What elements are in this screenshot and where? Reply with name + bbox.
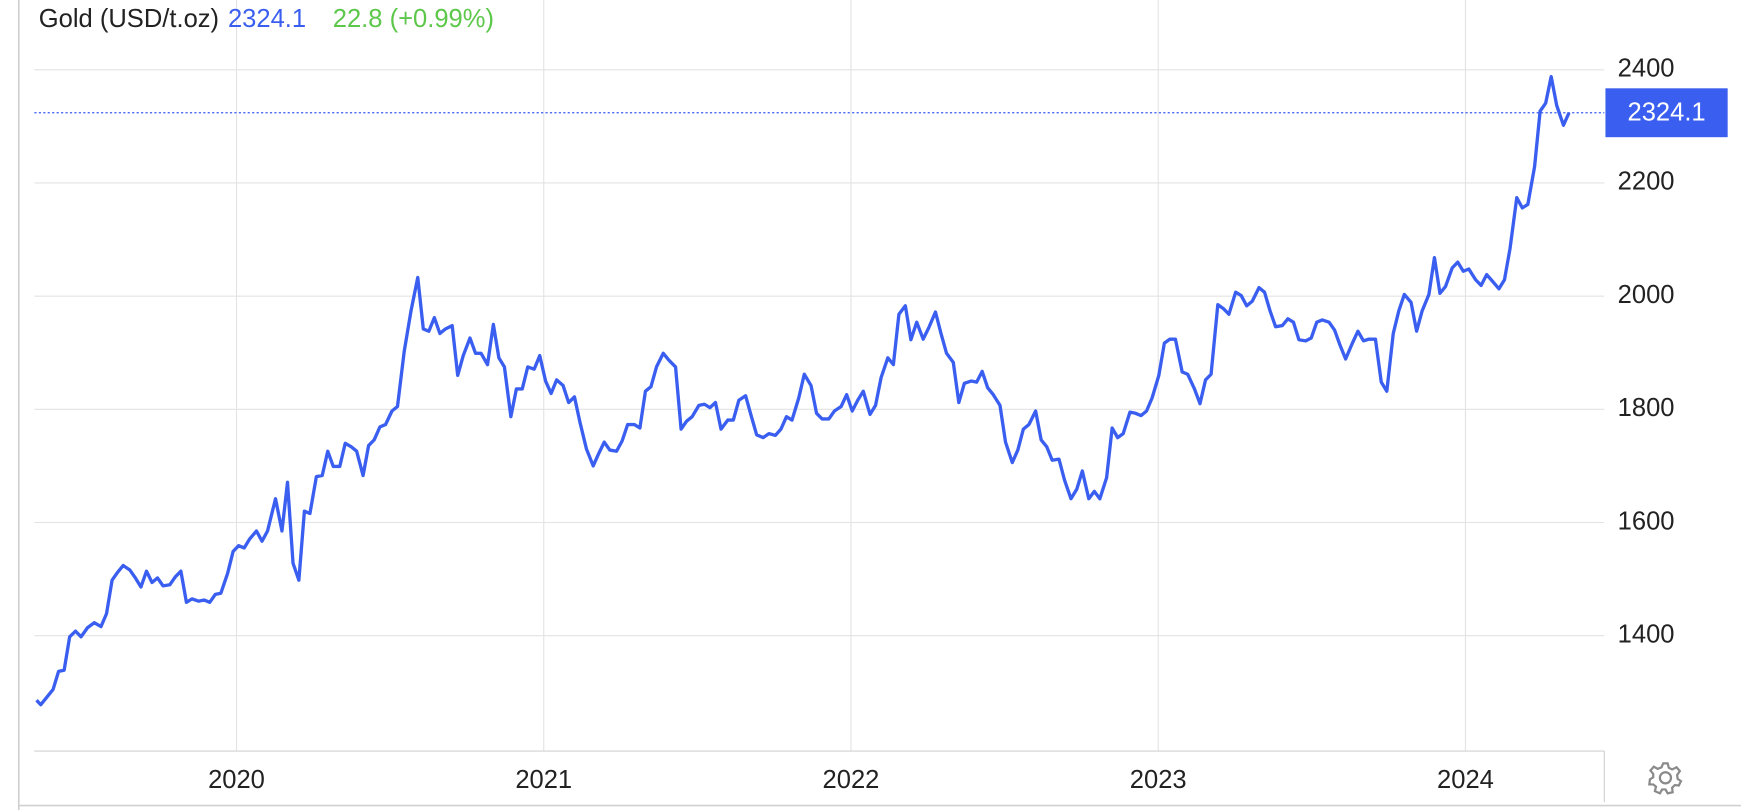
y-tick-label: 1400 — [1618, 620, 1675, 648]
header: Gold (USD/t.oz) 2324.1 22.8 (+0.99%) — [39, 5, 494, 33]
y-tick-label: 1600 — [1618, 507, 1675, 535]
x-tick-label: 2020 — [208, 766, 265, 794]
x-tick-label: 2024 — [1437, 766, 1494, 794]
y-tick-label: 2200 — [1618, 168, 1675, 196]
x-tick-label: 2023 — [1130, 766, 1187, 794]
x-tick-label: 2021 — [515, 766, 572, 794]
y-tick-label: 2400 — [1618, 55, 1675, 83]
x-tick-label: 2022 — [823, 766, 880, 794]
y-tick-label: 1800 — [1618, 394, 1675, 422]
last-price-box — [1605, 88, 1728, 138]
settings-icon[interactable] — [1648, 762, 1683, 795]
price-line — [35, 74, 1571, 707]
y-tick-label: 2000 — [1618, 281, 1675, 309]
price-change: 22.8 (+0.99%) — [333, 5, 494, 33]
chart-title: Gold (USD/t.oz) — [39, 5, 219, 33]
last-price: 2324.1 — [228, 5, 306, 33]
last-price-label: 2324.1 — [1627, 99, 1705, 127]
